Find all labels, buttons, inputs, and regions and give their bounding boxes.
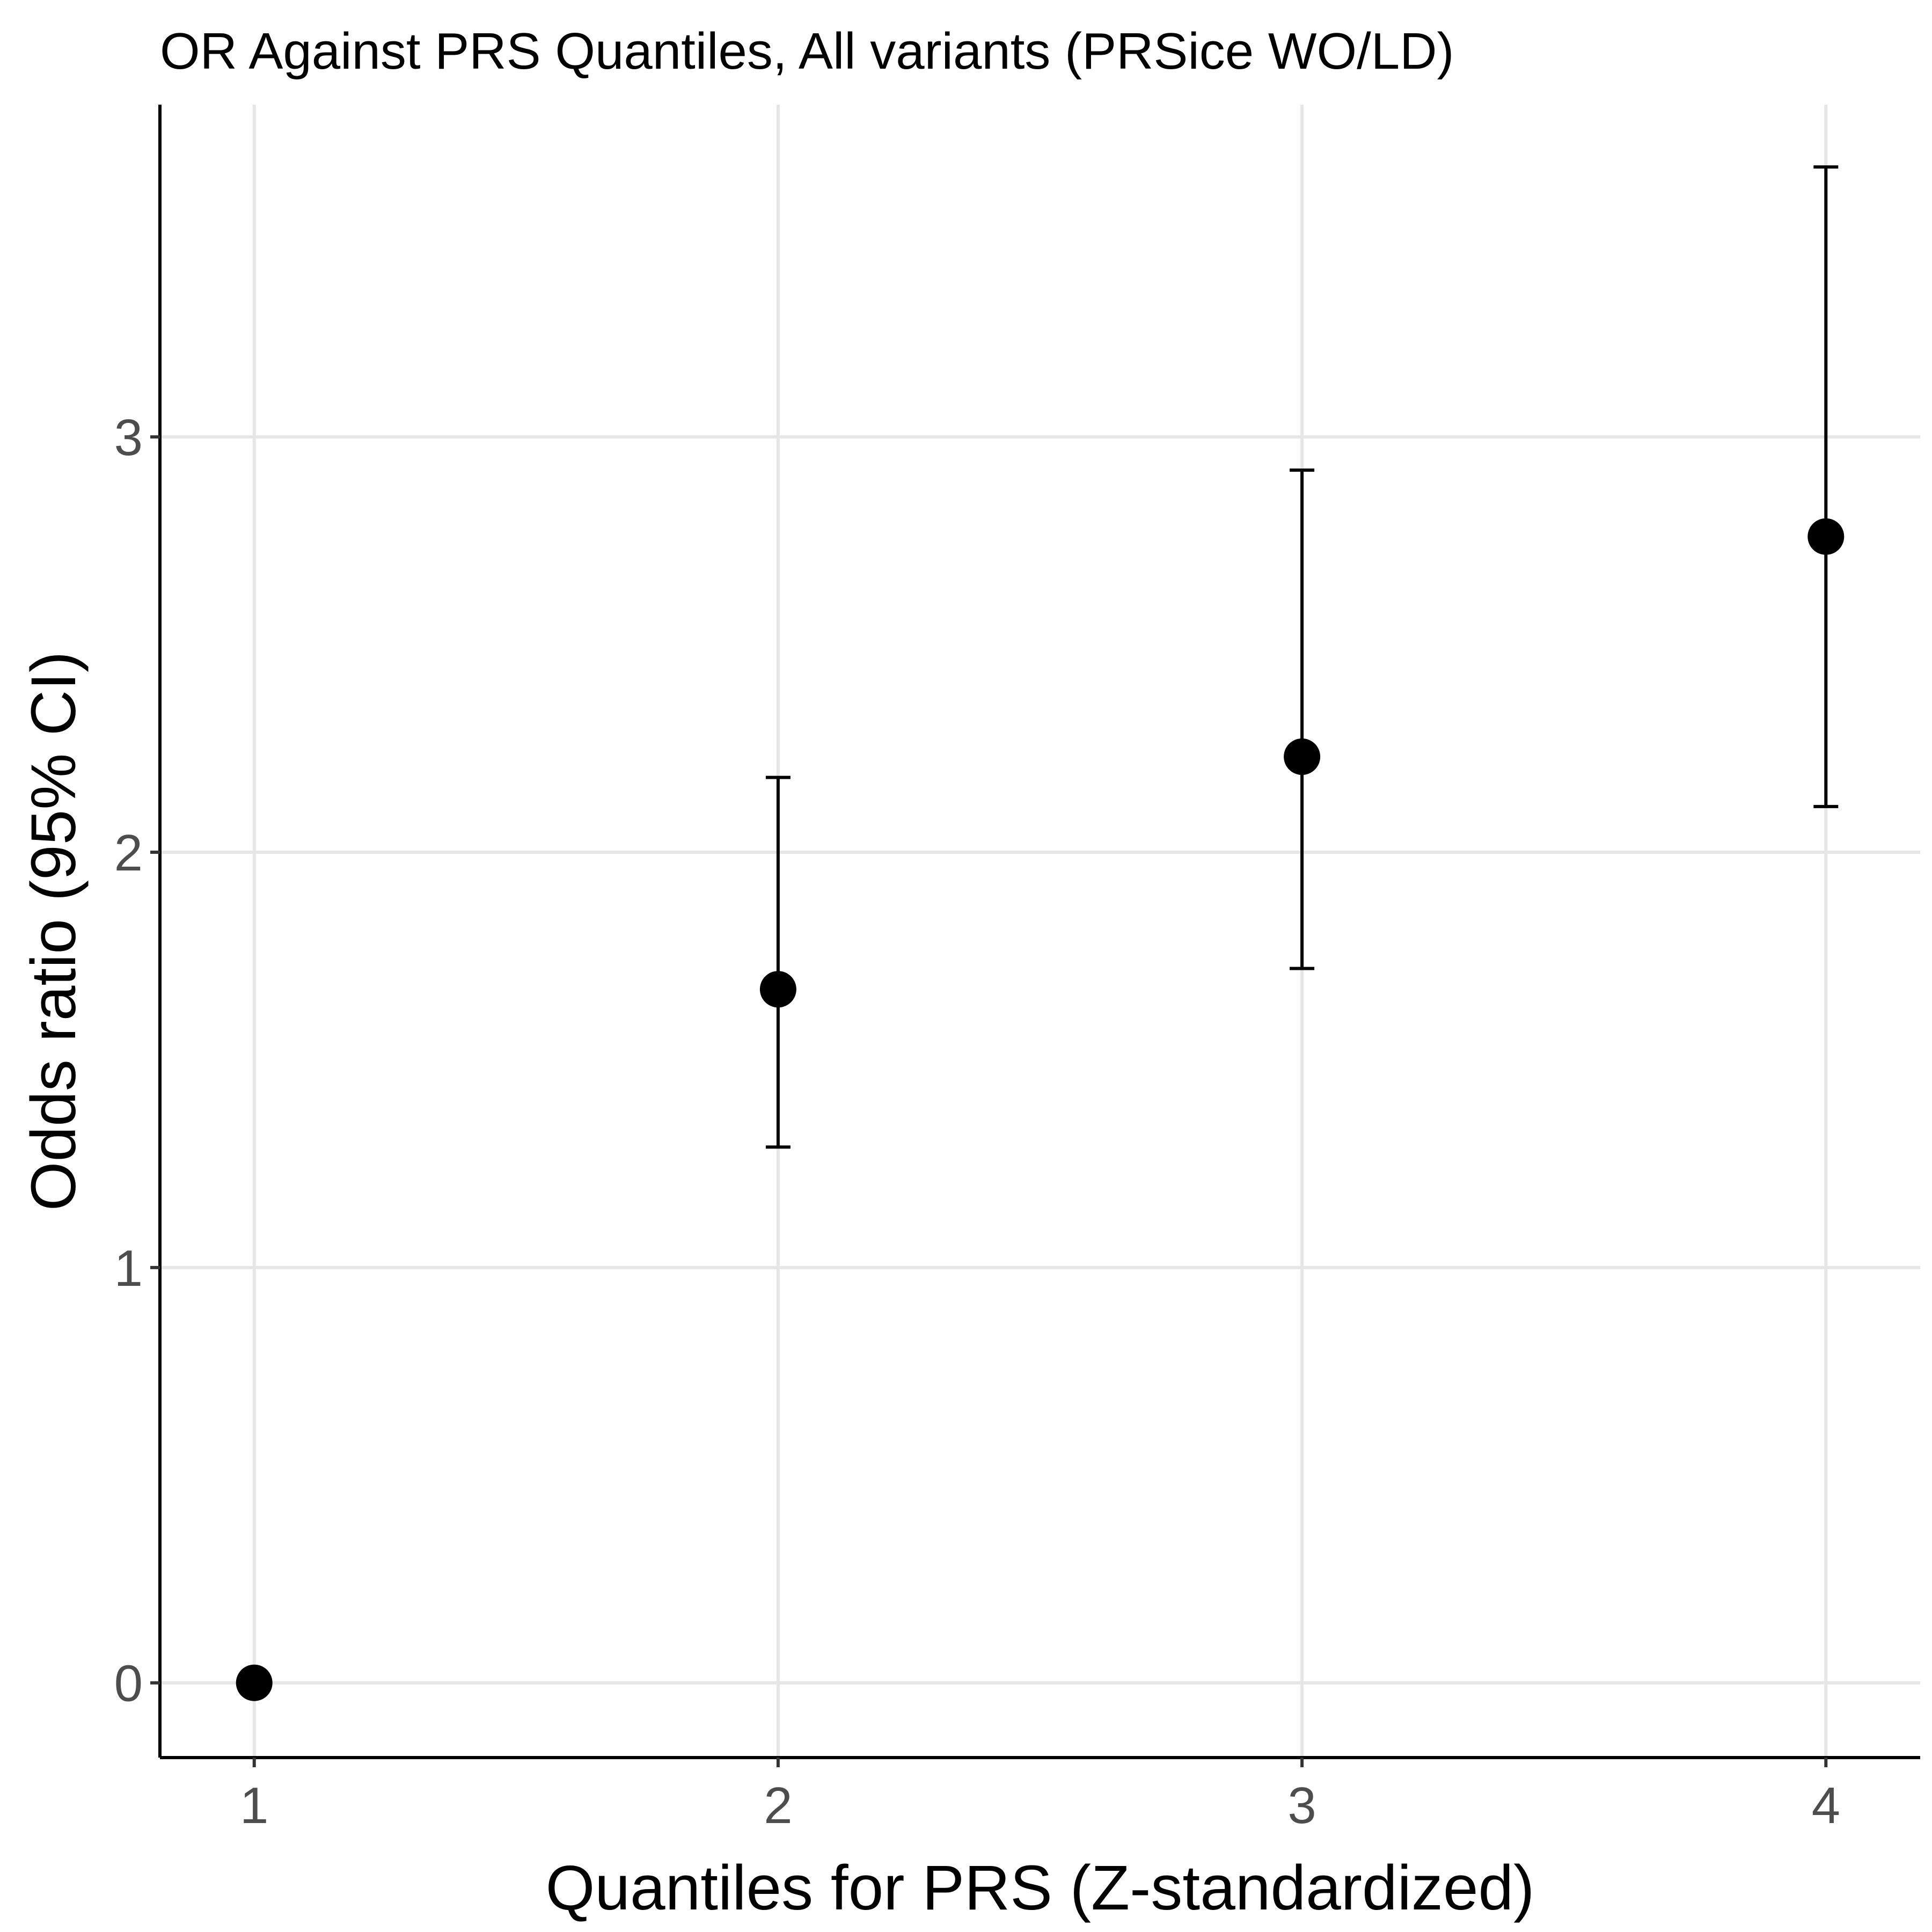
- data-point: [759, 971, 796, 1008]
- error-bar: [1813, 165, 1839, 808]
- y-tick-label: 0: [114, 1655, 143, 1713]
- x-tick-label: 1: [240, 1777, 268, 1834]
- x-tick-label: 2: [764, 1777, 792, 1834]
- data-points: [236, 518, 1845, 1701]
- axes: [158, 105, 1920, 1759]
- data-point: [1807, 518, 1845, 555]
- error-bar: [1290, 469, 1315, 970]
- chart-title: OR Against PRS Quantiles, All variants (…: [160, 23, 1454, 80]
- x-tick-label: 4: [1812, 1777, 1840, 1834]
- data-point: [1284, 738, 1321, 775]
- error-bars: [765, 165, 1839, 1149]
- y-tick-label: 1: [114, 1240, 143, 1297]
- ticks: 1 2 3 4 0 1 2 3: [114, 409, 1840, 1834]
- x-tick-label: 3: [1287, 1777, 1316, 1834]
- y-axis-title: Odds ratio (95% CI): [18, 652, 89, 1211]
- y-tick-label: 3: [114, 409, 143, 466]
- y-tick-label: 2: [114, 824, 143, 882]
- x-axis-title: Quantiles for PRS (Z-standardized): [546, 1853, 1535, 1923]
- data-point: [236, 1664, 273, 1701]
- error-bar: [765, 775, 791, 1149]
